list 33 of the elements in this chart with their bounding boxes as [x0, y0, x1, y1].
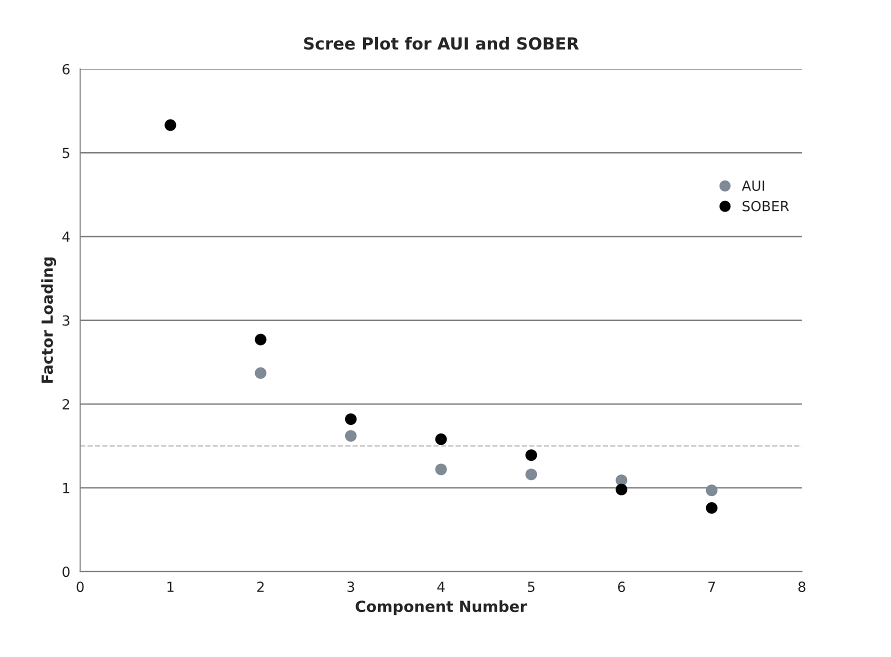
legend-label: SOBER [742, 200, 789, 212]
y-axis-title: Factor Loading [41, 258, 56, 383]
point [525, 449, 538, 461]
point [345, 413, 357, 425]
y-tick-label: 1 [63, 482, 70, 494]
chart-title: Scree Plot for AUI and SOBER [304, 36, 579, 50]
x-tick-label: 3 [347, 582, 354, 592]
y-tick-label: 0 [62, 566, 70, 578]
y-tick-label: 5 [62, 148, 70, 158]
x-tick-label: 7 [708, 582, 715, 592]
point [525, 468, 538, 480]
x-tick-label: 2 [257, 582, 264, 592]
x-tick-label: 0 [76, 582, 84, 592]
point [706, 502, 718, 514]
point [164, 119, 176, 131]
x-tick-label: 4 [437, 582, 445, 592]
point [706, 484, 718, 496]
point [435, 464, 447, 476]
x-axis-title: Component Number [356, 600, 528, 616]
point [616, 484, 628, 496]
legend-label: AUI [742, 180, 764, 191]
point [254, 334, 266, 346]
x-tick-label: 6 [618, 582, 626, 592]
point [254, 367, 266, 379]
x-tick-label: 8 [798, 582, 806, 592]
y-tick-label: 2 [62, 399, 70, 410]
y-tick-label: 4 [62, 232, 70, 242]
y-tick-label: 3 [62, 315, 70, 326]
x-tick-label: 5 [528, 582, 534, 592]
point [435, 433, 447, 446]
x-tick-label: 1 [168, 582, 174, 592]
point [345, 430, 357, 442]
y-tick-label: 6 [62, 64, 70, 74]
